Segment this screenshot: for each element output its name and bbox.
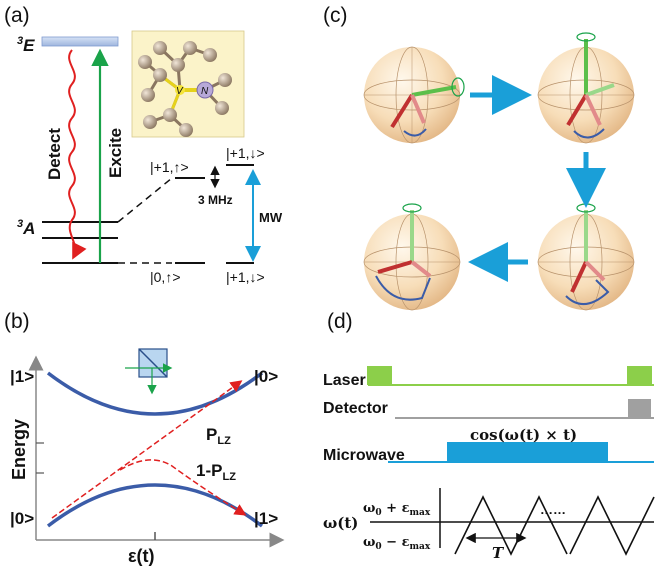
microwave-pulse xyxy=(447,442,608,462)
p-lz-label: P xyxy=(206,425,217,444)
lattice-v-label: V xyxy=(176,86,184,97)
p-lz-sub: LZ xyxy=(217,435,231,447)
svg-text:ω0 − εmax: ω0 − εmax xyxy=(363,535,431,552)
x-axis-label: ε(t) xyxy=(128,546,155,566)
ground-state-label: A xyxy=(22,219,35,238)
ellipsis-dots: …… xyxy=(540,502,566,517)
upper-omega: ω xyxy=(363,501,375,516)
one-minus-label: 1-P xyxy=(196,461,222,480)
svg-text:3A: 3A xyxy=(17,218,35,238)
level-up-top: |+1,↑> xyxy=(150,159,189,175)
laser-label: Laser xyxy=(323,372,366,389)
lower-energy-curve xyxy=(46,483,264,528)
y-axis-label: Energy xyxy=(9,419,29,480)
detector-label: Detector xyxy=(323,400,388,417)
panel-d-tag: (d) xyxy=(327,310,353,333)
adiabatic-path xyxy=(119,459,247,516)
upper-energy-curve xyxy=(46,371,264,416)
microwave-label: Microwave xyxy=(323,447,405,464)
panel-c: (c) xyxy=(323,4,635,311)
dash-upper xyxy=(117,177,173,223)
excited-sup: 3 xyxy=(17,35,23,47)
period-label: T xyxy=(492,544,505,562)
panel-a-tag: (a) xyxy=(4,4,30,27)
excited-state-label: E xyxy=(23,36,35,55)
bloch-sphere-2 xyxy=(537,32,635,144)
laser-pulse-1 xyxy=(367,366,392,385)
panel-b-tag: (b) xyxy=(4,310,30,333)
detect-label: Detect xyxy=(45,128,64,180)
level-down-bottom: |+1,↓> xyxy=(226,269,265,285)
panel-b: (b) Energy ε(t) |1> |0> |0> |1> PLZ 1-PL… xyxy=(4,310,285,566)
svg-text:PLZ: PLZ xyxy=(206,425,231,447)
one-minus-sub: LZ xyxy=(222,471,236,483)
omega-t-label: ω(t) xyxy=(323,514,358,532)
right-top-label: |0> xyxy=(254,367,278,386)
upper-max-sub: max xyxy=(410,508,431,518)
excited-state-band xyxy=(41,36,119,47)
lower-zero-sub: 0 xyxy=(375,542,381,552)
panel-c-tag: (c) xyxy=(323,4,348,27)
panel-a: (a) 3E 3A Detect Excite xyxy=(4,4,283,285)
excite-label: Excite xyxy=(106,128,125,178)
left-top-label: |1> xyxy=(10,367,34,386)
cos-label: cos(ω(t) × t) xyxy=(470,426,577,444)
splitting-label: 3 MHz xyxy=(198,193,233,207)
level-up-bottom: |0,↑> xyxy=(150,269,181,285)
svg-text:3E: 3E xyxy=(17,35,35,55)
mw-label: MW xyxy=(259,210,283,225)
beam-splitter-icon xyxy=(125,348,173,395)
panel-d: (d) Laser Detector Microwave cos(ω(t) × … xyxy=(323,310,655,562)
lower-max-sub: max xyxy=(410,542,431,552)
lower-omega: ω xyxy=(363,535,375,550)
triangle-wave-2 xyxy=(569,495,655,556)
upper-tail: + ε xyxy=(382,501,410,516)
detect-arrow xyxy=(68,49,87,260)
upper-zero-sub: 0 xyxy=(375,508,381,518)
lower-tail: − ε xyxy=(382,535,410,550)
right-bottom-label: |1> xyxy=(254,509,278,528)
laser-pulse-2 xyxy=(627,366,652,385)
left-bottom-label: |0> xyxy=(10,509,34,528)
level-down-top: |+1,↓> xyxy=(226,145,265,161)
bloch-sphere-1 xyxy=(363,46,465,144)
detector-pulse xyxy=(628,399,651,418)
triangle-wave-1 xyxy=(454,495,568,556)
bloch-sphere-3 xyxy=(537,203,635,311)
ground-sup: 3 xyxy=(17,218,23,230)
svg-text:ω0 + εmax: ω0 + εmax xyxy=(363,501,431,518)
nv-lattice-inset: N V xyxy=(131,30,245,138)
bloch-sphere-4 xyxy=(363,203,461,311)
svg-text:1-PLZ: 1-PLZ xyxy=(196,461,236,483)
diabatic-path xyxy=(51,380,243,519)
lattice-n-label: N xyxy=(201,86,209,97)
